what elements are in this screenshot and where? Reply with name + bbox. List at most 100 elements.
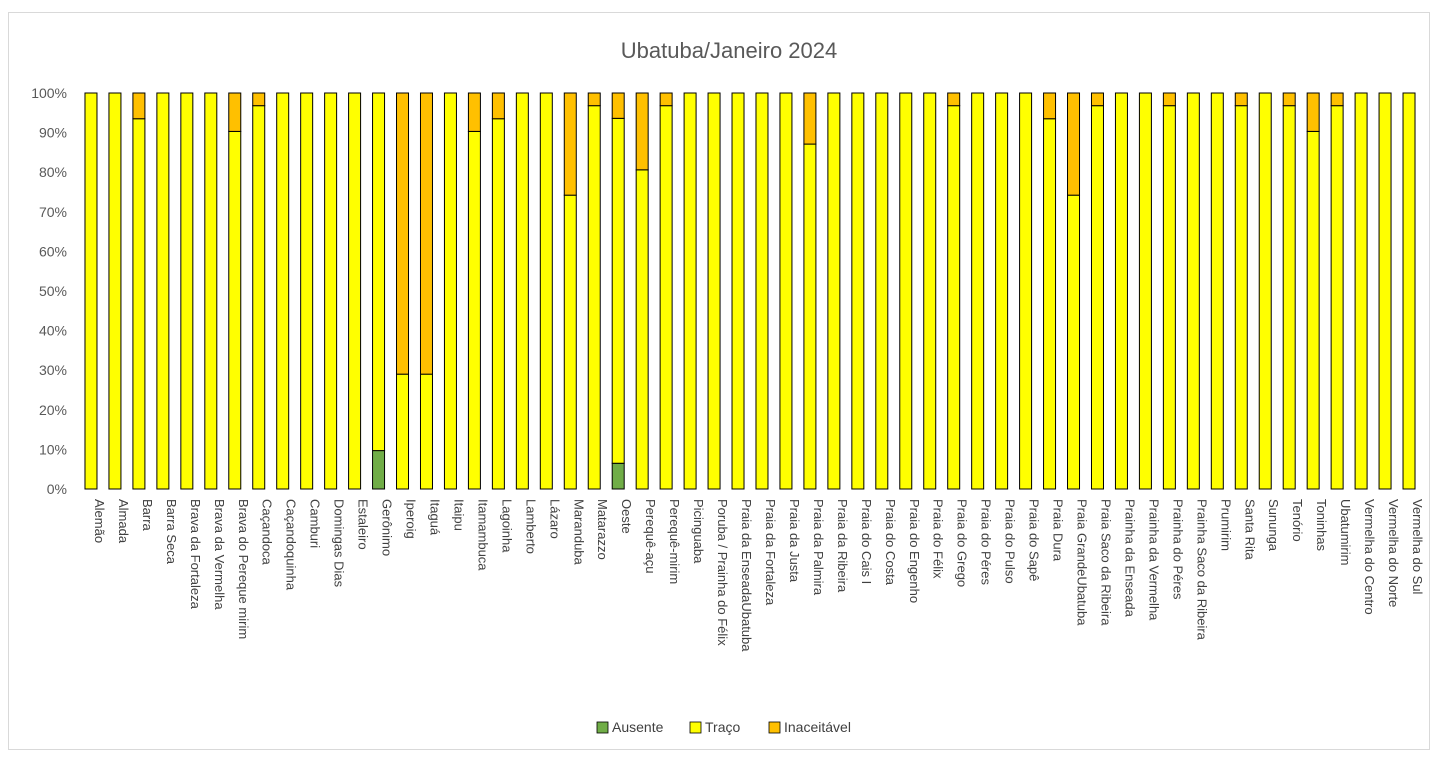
bar-segment <box>443 92 457 490</box>
bar-segment <box>803 143 817 490</box>
bar-segment <box>467 130 481 490</box>
bar-segment <box>419 373 433 490</box>
x-tick-label: Caçandoca <box>260 499 275 566</box>
bar-segment <box>995 92 1009 490</box>
x-tick-label: Praia da Ribeira <box>835 499 850 593</box>
x-tick-label: Brava do Pereque mirim <box>236 499 251 639</box>
x-tick-label: Praia do Félix <box>931 499 946 579</box>
bar-segment <box>1354 92 1368 490</box>
x-tick-label: Praia Saco da Ribeira <box>1098 499 1113 626</box>
y-tick-label: 70% <box>39 204 67 220</box>
bar-segment <box>348 92 362 490</box>
bar-segment <box>947 92 961 107</box>
x-tick-label: Maranduba <box>571 499 586 566</box>
bar-segment <box>1114 92 1128 490</box>
x-tick-label: Praia Dura <box>1051 499 1066 562</box>
x-tick-label: Praia do Péres <box>979 499 994 585</box>
x-tick-label: Prainha da Enseada <box>1122 499 1137 618</box>
x-tick-label: Itamambuca <box>475 499 490 571</box>
y-tick-label: 80% <box>39 164 67 180</box>
bar-segment <box>1210 92 1224 490</box>
bar-segment <box>1378 92 1392 490</box>
x-tick-label: Alemão <box>92 499 107 543</box>
bar-segment <box>108 92 122 490</box>
x-tick-label: Poruba / Prainha do Félix <box>715 499 730 646</box>
bars <box>84 92 1416 490</box>
y-axis: 0% 10% 20% 30% 40% 50% 60% 70% 80% 90% 100% <box>31 85 67 497</box>
x-tick-label: Praia GrandeUbatuba <box>1075 499 1090 626</box>
x-tick-label: Praia do Grego <box>955 499 970 587</box>
bar-segment <box>252 105 266 490</box>
bar-segment <box>587 105 601 490</box>
y-tick-label: 50% <box>39 283 67 299</box>
x-tick-label: Caçandoquinha <box>284 499 299 591</box>
bar-segment <box>1330 105 1344 490</box>
stacked-bar-chart: Ubatuba/Janeiro 2024 0% 10% 20% 30% 40% 50% 60… <box>31 38 1425 735</box>
bar-segment <box>1306 130 1320 490</box>
bar-segment <box>252 92 266 107</box>
chart-title: Ubatuba/Janeiro 2024 <box>621 38 838 63</box>
bar-segment <box>683 92 697 490</box>
bar-segment <box>132 118 146 490</box>
legend-swatch <box>689 721 702 734</box>
bar-segment <box>1234 92 1248 107</box>
bar-segment <box>132 92 146 120</box>
y-tick-label: 20% <box>39 402 67 418</box>
chart-frame: Ubatuba/Janeiro 2024 0% 10% 20% 30% 40% 50% 60… <box>8 12 1430 750</box>
bar-segment <box>1043 118 1057 490</box>
bar-segment <box>827 92 841 490</box>
x-tick-label: Barra Seca <box>164 499 179 565</box>
x-tick-label: Toninhas <box>1314 499 1329 552</box>
bar-segment <box>396 92 410 375</box>
bar-segment <box>1330 92 1344 107</box>
legend: Ausente Traço Inaceitável <box>596 719 851 735</box>
bar-segment <box>923 92 937 490</box>
x-tick-label: Lázaro <box>547 499 562 539</box>
bar-segment <box>372 92 386 452</box>
bar-segment <box>755 92 769 490</box>
bar-segment <box>276 92 290 490</box>
bar-segment <box>396 373 410 490</box>
legend-swatch <box>596 721 609 734</box>
bar-segment <box>1186 92 1200 490</box>
x-tick-label: Praia do Sapê <box>1027 499 1042 581</box>
bar-segment <box>1282 92 1296 107</box>
bar-segment <box>1162 105 1176 490</box>
x-tick-label: Itaipu <box>451 499 466 531</box>
x-tick-label: Gerônimo <box>380 499 395 556</box>
x-tick-label: Lagoinha <box>499 499 514 553</box>
x-tick-label: Santa Rita <box>1242 499 1257 560</box>
x-tick-label: Vermelha do Sul <box>1410 499 1425 595</box>
bar-segment <box>779 92 793 490</box>
bar-segment <box>228 130 242 490</box>
x-tick-label: Matarazzo <box>595 499 610 560</box>
x-tick-label: Perequê-mirim <box>667 499 682 584</box>
bar-segment <box>372 450 386 490</box>
x-tick-label: Praia da Justa <box>787 499 802 583</box>
bar-segment <box>228 92 242 132</box>
bar-segment <box>875 92 889 490</box>
x-tick-label: Domingas Dias <box>332 499 347 588</box>
bar-segment <box>491 92 505 120</box>
x-tick-label: Perequê-açu <box>643 499 658 573</box>
x-tick-label: Lamberto <box>523 499 538 554</box>
bar-segment <box>300 92 314 490</box>
x-tick-label: Prainha Saco da Ribeira <box>1194 499 1209 641</box>
x-tick-label: Estaleiro <box>356 499 371 550</box>
bar-segment <box>515 92 529 490</box>
bar-segment <box>1306 92 1320 132</box>
legend-label: Traço <box>705 719 740 735</box>
bar-segment <box>1282 105 1296 490</box>
x-tick-label: Vermelha do Norte <box>1386 499 1401 607</box>
bar-segment <box>539 92 553 490</box>
x-tick-label: Camburi <box>308 499 323 548</box>
x-axis: Alemão Almada Barra Barra Seca Brava da Fort… <box>92 499 1425 652</box>
bar-segment <box>947 105 961 490</box>
x-tick-label: Praia da Palmira <box>811 499 826 596</box>
bar-segment <box>707 92 721 490</box>
bar-segment <box>1067 92 1081 196</box>
bar-segment <box>324 92 338 490</box>
bar-segment <box>1138 92 1152 490</box>
legend-label: Ausente <box>612 719 664 735</box>
x-tick-label: Praia do Costa <box>883 499 898 586</box>
